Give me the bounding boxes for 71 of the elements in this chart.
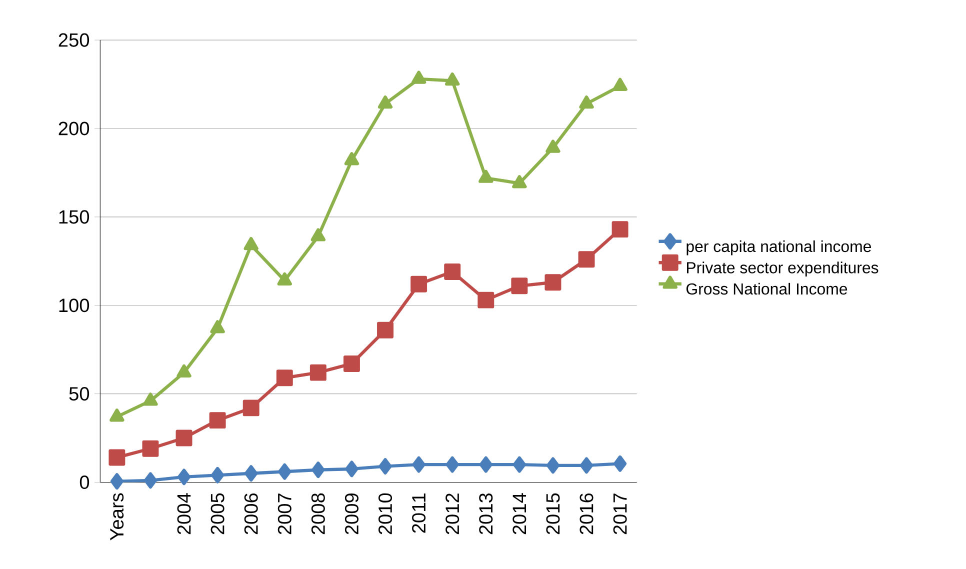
- point: [312, 462, 325, 478]
- point: [144, 472, 158, 489]
- y-tick-label: 250: [58, 33, 90, 47]
- point: [177, 468, 191, 486]
- x-tick-label: 2004: [177, 493, 191, 534]
- point: [378, 458, 392, 474]
- y-tick-label: 150: [59, 210, 90, 224]
- x-tick-label: 2007: [278, 493, 292, 534]
- point: [276, 370, 293, 386]
- point: [244, 236, 258, 250]
- legend-label: per capita national income: [686, 240, 871, 256]
- point: [242, 400, 260, 416]
- y-tick-label: 0: [80, 475, 90, 489]
- point: [479, 456, 492, 473]
- point: [209, 412, 226, 428]
- point: [108, 449, 126, 466]
- legend-label: Private sector expenditures: [687, 262, 878, 276]
- point: [344, 152, 360, 166]
- x-tick-label: Years: [110, 493, 124, 540]
- point: [612, 78, 628, 91]
- point: [546, 140, 560, 153]
- legend-label: Gross National Income: [686, 282, 848, 295]
- point: [411, 70, 426, 84]
- point: [444, 72, 460, 86]
- point: [412, 456, 426, 473]
- point: [278, 463, 292, 480]
- point: [512, 456, 526, 473]
- point: [210, 466, 224, 484]
- x-tick-label: 2012: [446, 493, 460, 534]
- point: [478, 292, 494, 308]
- point: [277, 272, 292, 286]
- point: [176, 430, 192, 446]
- point: [546, 457, 560, 474]
- x-tick-label: 2011: [412, 493, 426, 533]
- point: [210, 320, 225, 334]
- point: [176, 364, 192, 378]
- point: [446, 456, 459, 473]
- point: [142, 440, 159, 457]
- x-tick-label: 2017: [613, 493, 627, 534]
- y-tick-label: 100: [59, 298, 90, 312]
- point: [343, 355, 360, 372]
- point: [143, 392, 158, 406]
- x-tick-label: 2008: [311, 493, 325, 534]
- x-tick-label: 2006: [244, 493, 258, 534]
- x-tick-label: 2009: [344, 493, 358, 534]
- point: [580, 457, 594, 474]
- x-tick-label: 2015: [546, 493, 560, 534]
- point: [244, 465, 258, 482]
- point: [378, 95, 393, 109]
- point: [410, 276, 428, 292]
- x-tick-label: 2005: [210, 493, 224, 534]
- y-tick-label: 50: [69, 386, 90, 400]
- point: [511, 278, 528, 294]
- point: [613, 455, 627, 472]
- point: [310, 364, 326, 381]
- point: [512, 175, 527, 188]
- x-tick-label: 2014: [512, 493, 526, 534]
- x-tick-label: 2013: [479, 493, 493, 534]
- point: [579, 95, 594, 109]
- point: [544, 274, 562, 291]
- point: [310, 228, 326, 242]
- point: [377, 322, 394, 338]
- x-tick-label: 2010: [378, 493, 392, 534]
- y-tick-label: 200: [58, 122, 90, 136]
- point: [345, 460, 358, 478]
- point: [110, 473, 124, 490]
- point: [578, 251, 595, 268]
- point: [612, 220, 628, 238]
- point: [444, 263, 461, 280]
- x-tick-label: 2016: [580, 493, 594, 534]
- point: [478, 170, 494, 183]
